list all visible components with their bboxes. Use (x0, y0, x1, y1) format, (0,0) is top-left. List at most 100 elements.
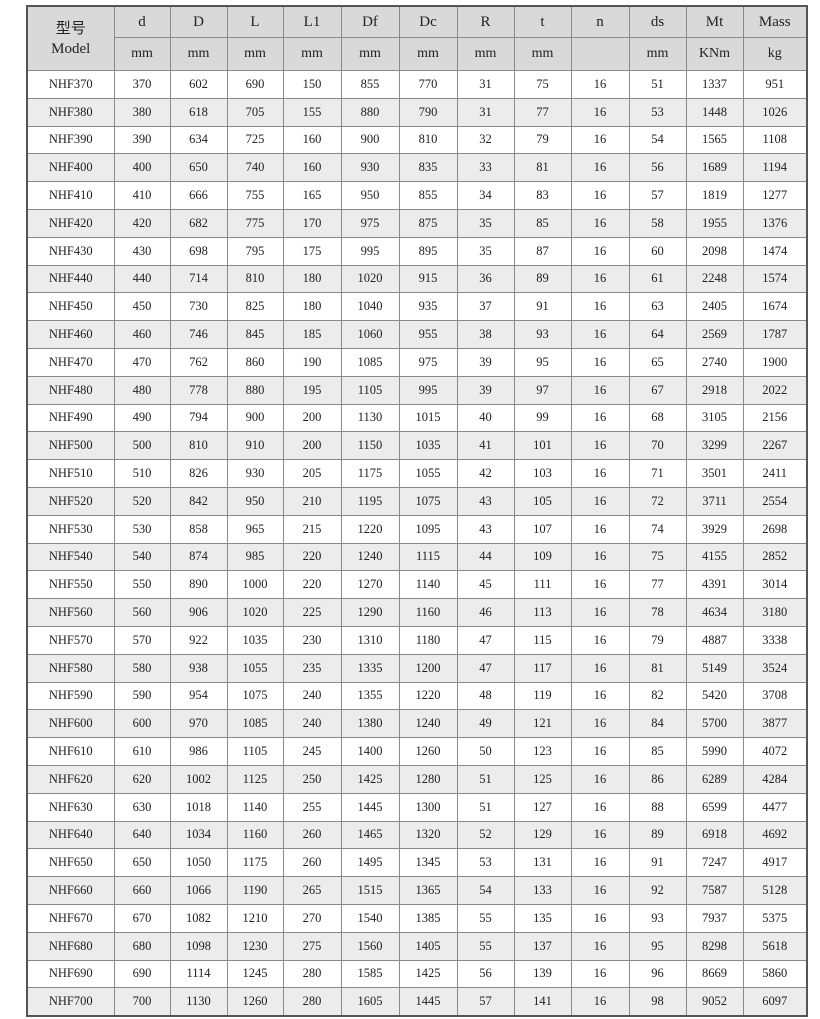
value-cell: 16 (570, 681, 630, 711)
unit-header-t: mm (513, 37, 572, 71)
value-cell: 95 (628, 931, 687, 961)
value-cell: 1787 (742, 320, 808, 349)
value-cell: 16 (570, 153, 630, 183)
value-cell: 16 (570, 598, 630, 627)
value-cell: 75 (513, 70, 572, 99)
value-cell: 2405 (685, 292, 744, 322)
model-cell: NHF370 (26, 70, 115, 99)
value-cell: 922 (169, 625, 228, 655)
model-cell: NHF410 (26, 181, 115, 210)
value-cell: 1082 (169, 903, 228, 933)
value-cell: 700 (113, 987, 171, 1017)
value-cell: 950 (226, 486, 284, 516)
unit-header-d: mm (169, 37, 228, 71)
value-cell: 618 (169, 97, 228, 127)
value-cell: 89 (628, 820, 687, 850)
value-cell: 795 (226, 236, 284, 266)
value-cell: 77 (628, 570, 687, 600)
model-cell: NHF590 (26, 681, 115, 711)
value-cell: 70 (628, 431, 687, 461)
value-cell: 450 (113, 292, 171, 322)
value-cell: 255 (282, 792, 342, 822)
value-cell: 630 (113, 792, 171, 822)
value-cell: 101 (513, 431, 572, 461)
value-cell: 67 (628, 375, 687, 405)
table-row: NHF500 500 810 910 200 1150 1035 41 101 16 70 3299 2… (26, 431, 808, 461)
value-cell: 123 (513, 737, 572, 766)
value-cell: 220 (282, 542, 342, 572)
table-row: NHF430 430 698 795 175 995 895 35 87 16 60 2098 1474 (26, 236, 808, 266)
value-cell: 770 (398, 70, 458, 99)
value-cell: 16 (570, 236, 630, 266)
table-row: NHF660 660 1066 1190 265 1515 1365 54 133 16 92 758… (26, 876, 808, 905)
value-cell: 190 (282, 347, 342, 377)
value-cell: 730 (169, 292, 228, 322)
table-row: NHF530 530 858 965 215 1220 1095 43 107 16 74 3929 2… (26, 514, 808, 544)
table-row: NHF520 520 842 950 210 1195 1075 43 105 16 72 3711 2… (26, 486, 808, 516)
value-cell: 96 (628, 959, 687, 989)
value-cell: 5149 (685, 653, 744, 683)
value-cell: 16 (570, 987, 630, 1017)
value-cell: 1190 (226, 876, 284, 905)
value-cell: 200 (282, 431, 342, 461)
value-cell: 520 (113, 486, 171, 516)
value-cell: 43 (456, 514, 515, 544)
value-cell: 1280 (398, 764, 458, 794)
column-header-ds: ds (628, 5, 687, 38)
table-row: NHF670 670 1082 1210 270 1540 1385 55 135 16 93 793… (26, 903, 808, 933)
value-cell: 3180 (742, 598, 808, 627)
value-cell: 955 (398, 320, 458, 349)
value-cell: 1310 (340, 625, 400, 655)
value-cell: 60 (628, 236, 687, 266)
table-row: NHF440 440 714 810 180 1020 915 36 89 16 61 2248 157… (26, 264, 808, 294)
value-cell: 16 (570, 764, 630, 794)
value-cell: 680 (113, 931, 171, 961)
value-cell: 1337 (685, 70, 744, 99)
value-cell: 54 (628, 125, 687, 155)
value-cell: 400 (113, 153, 171, 183)
value-cell: 1035 (398, 431, 458, 461)
value-cell: 3105 (685, 403, 744, 433)
value-cell: 1140 (226, 792, 284, 822)
value-cell: 810 (398, 125, 458, 155)
value-cell: 78 (628, 598, 687, 627)
column-header-r: R (456, 5, 515, 38)
value-cell: 54 (456, 876, 515, 905)
value-cell: 975 (340, 208, 400, 238)
value-cell: 762 (169, 347, 228, 377)
value-cell: 570 (113, 625, 171, 655)
table-row: NHF550 550 890 1000 220 1270 1140 45 111 16 77 4391… (26, 570, 808, 600)
model-cell: NHF660 (26, 876, 115, 905)
model-cell: NHF560 (26, 598, 115, 627)
value-cell: 1000 (226, 570, 284, 600)
value-cell: 746 (169, 320, 228, 349)
value-cell: 87 (513, 236, 572, 266)
value-cell: 131 (513, 848, 572, 878)
value-cell: 1565 (685, 125, 744, 155)
value-cell: 5700 (685, 709, 744, 739)
value-cell: 1085 (226, 709, 284, 739)
value-cell: 16 (570, 820, 630, 850)
value-cell: 135 (513, 903, 572, 933)
value-cell: 16 (570, 375, 630, 405)
value-cell: 1075 (398, 486, 458, 516)
value-cell: 72 (628, 486, 687, 516)
value-cell: 235 (282, 653, 342, 683)
value-cell: 5990 (685, 737, 744, 766)
value-cell: 111 (513, 570, 572, 600)
value-cell: 16 (570, 709, 630, 739)
value-cell: 560 (113, 598, 171, 627)
value-cell: 2022 (742, 375, 808, 405)
value-cell: 1220 (340, 514, 400, 544)
value-cell: 875 (398, 208, 458, 238)
value-cell: 37 (456, 292, 515, 322)
column-header-d: d (113, 5, 171, 38)
value-cell: 86 (628, 764, 687, 794)
model-cell: NHF650 (26, 848, 115, 878)
value-cell: 858 (169, 514, 228, 544)
value-cell: 55 (456, 931, 515, 961)
value-cell: 2248 (685, 264, 744, 294)
value-cell: 16 (570, 264, 630, 294)
table-row: NHF570 570 922 1035 230 1310 1180 47 115 16 79 4887… (26, 625, 808, 655)
value-cell: 1560 (340, 931, 400, 961)
